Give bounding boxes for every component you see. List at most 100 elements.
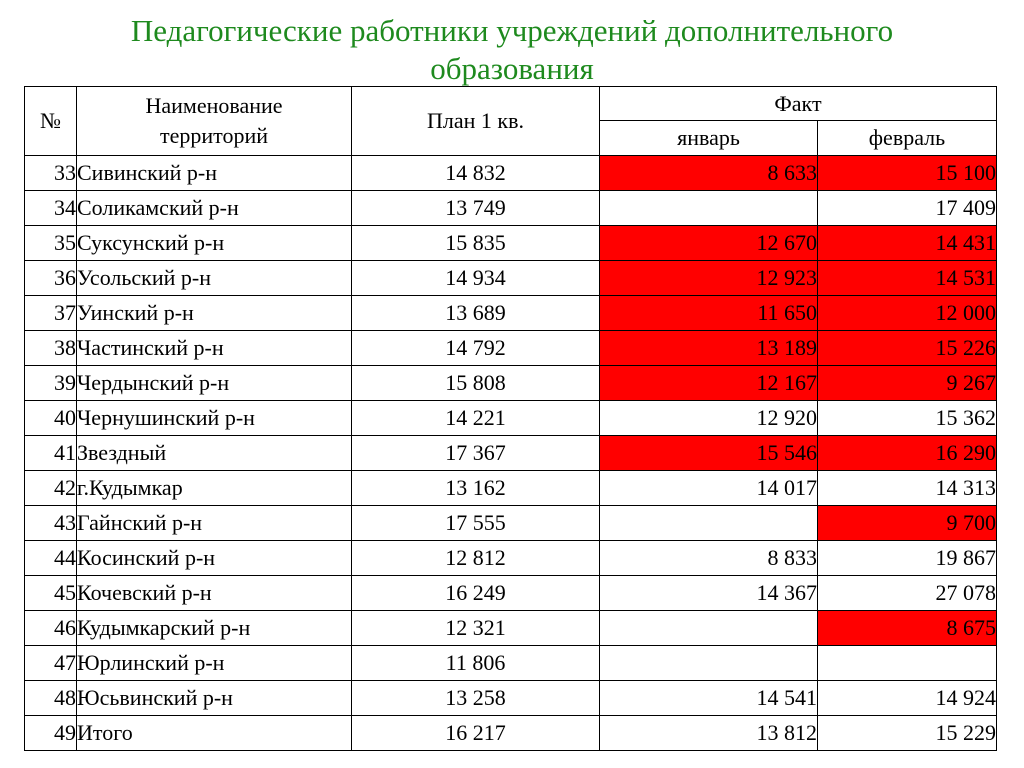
february-value: 15 226 <box>817 330 997 366</box>
row-number: 45 <box>24 575 77 611</box>
february-value: 12 000 <box>817 295 997 331</box>
january-value: 12 923 <box>599 260 818 296</box>
february-value <box>817 645 997 681</box>
february-value: 15 229 <box>817 715 997 751</box>
row-number: 46 <box>24 610 77 646</box>
title-line-2: образования <box>430 51 594 86</box>
table-row: 34 Соликамский р-н 13 749 17 409 <box>24 190 997 226</box>
table-row: 36 Усольский р-н 14 934 12 923 14 531 <box>24 260 997 296</box>
january-value: 15 546 <box>599 435 818 471</box>
plan-value: 14 832 <box>351 155 600 191</box>
table-body: 33 Сивинский р-н 14 832 8 633 15 100 34 Солика… <box>24 155 997 751</box>
table-row: 41 Звездный 17 367 15 546 16 290 <box>24 435 997 471</box>
table-row: 42 г.Кудымкар 13 162 14 017 14 313 <box>24 470 997 506</box>
plan-value: 14 792 <box>351 330 600 366</box>
territory-name: Юрлинский р-н <box>76 645 352 681</box>
header-january: январь <box>599 120 818 156</box>
january-value: 13 812 <box>599 715 818 751</box>
february-value: 15 362 <box>817 400 997 436</box>
territory-name: Усольский р-н <box>76 260 352 296</box>
row-number: 34 <box>24 190 77 226</box>
january-value <box>599 645 818 681</box>
plan-value: 16 249 <box>351 575 600 611</box>
january-value: 14 541 <box>599 680 818 716</box>
staff-table: № Наименование территорий План 1 кв. Фак… <box>24 86 997 751</box>
january-value: 11 650 <box>599 295 818 331</box>
january-value: 13 189 <box>599 330 818 366</box>
table-row: 38 Частинский р-н 14 792 13 189 15 226 <box>24 330 997 366</box>
plan-value: 13 749 <box>351 190 600 226</box>
plan-value: 13 258 <box>351 680 600 716</box>
table-row: 33 Сивинский р-н 14 832 8 633 15 100 <box>24 155 997 191</box>
february-value: 14 924 <box>817 680 997 716</box>
title-line-1: Педагогические работники учреждений допо… <box>130 13 894 48</box>
plan-value: 16 217 <box>351 715 600 751</box>
territory-name: Юсьвинский р-н <box>76 680 352 716</box>
row-number: 49 <box>24 715 77 751</box>
february-value: 14 431 <box>817 225 997 261</box>
table-row: 48 Юсьвинский р-н 13 258 14 541 14 924 <box>24 680 997 716</box>
territory-name: Косинский р-н <box>76 540 352 576</box>
territory-name: Сивинский р-н <box>76 155 352 191</box>
plan-value: 15 808 <box>351 365 600 401</box>
territory-name: Соликамский р-н <box>76 190 352 226</box>
january-value: 8 633 <box>599 155 818 191</box>
row-number: 47 <box>24 645 77 681</box>
header-plan: План 1 кв. <box>351 86 600 156</box>
plan-value: 14 934 <box>351 260 600 296</box>
header-territory-line-1: Наименование <box>145 93 283 118</box>
february-value: 17 409 <box>817 190 997 226</box>
territory-name: Кудымкарский р-н <box>76 610 352 646</box>
table-row: 40 Чернушинский р-н 14 221 12 920 15 362 <box>24 400 997 436</box>
february-value: 19 867 <box>817 540 997 576</box>
row-number: 38 <box>24 330 77 366</box>
header-subrow: январь февраль <box>25 120 997 156</box>
table-row: 37 Уинский р-н 13 689 11 650 12 000 <box>24 295 997 331</box>
february-value: 15 100 <box>817 155 997 191</box>
header-row: № Наименование территорий План 1 кв. Фак… <box>24 86 997 156</box>
table-row: 44 Косинский р-н 12 812 8 833 19 867 <box>24 540 997 576</box>
territory-name: Суксунский р-н <box>76 225 352 261</box>
january-value: 12 670 <box>599 225 818 261</box>
territory-name: Уинский р-н <box>76 295 352 331</box>
territory-name: Итого <box>76 715 352 751</box>
table-row: 39 Чердынский р-н 15 808 12 167 9 267 <box>24 365 997 401</box>
plan-value: 12 812 <box>351 540 600 576</box>
header-territory: Наименование территорий <box>76 86 352 156</box>
table-row: 47 Юрлинский р-н 11 806 <box>24 645 997 681</box>
table-row: 35 Суксунский р-н 15 835 12 670 14 431 <box>24 225 997 261</box>
territory-name: Кочевский р-н <box>76 575 352 611</box>
january-value <box>599 505 818 541</box>
plan-value: 14 221 <box>351 400 600 436</box>
plan-value: 15 835 <box>351 225 600 261</box>
row-number: 44 <box>24 540 77 576</box>
february-value: 14 313 <box>817 470 997 506</box>
row-number: 48 <box>24 680 77 716</box>
row-number: 41 <box>24 435 77 471</box>
row-number: 39 <box>24 365 77 401</box>
territory-name: Чердынский р-н <box>76 365 352 401</box>
february-value: 8 675 <box>817 610 997 646</box>
plan-value: 13 162 <box>351 470 600 506</box>
january-value: 14 367 <box>599 575 818 611</box>
row-number: 37 <box>24 295 77 331</box>
february-value: 14 531 <box>817 260 997 296</box>
territory-name: Частинский р-н <box>76 330 352 366</box>
header-fact: Факт <box>599 86 997 121</box>
january-value: 12 920 <box>599 400 818 436</box>
row-number: 33 <box>24 155 77 191</box>
january-value: 8 833 <box>599 540 818 576</box>
table-row: 46 Кудымкарский р-н 12 321 8 675 <box>24 610 997 646</box>
territory-name: Звездный <box>76 435 352 471</box>
table-row: 43 Гайнский р-н 17 555 9 700 <box>24 505 997 541</box>
january-value: 12 167 <box>599 365 818 401</box>
january-value: 14 017 <box>599 470 818 506</box>
page-title: Педагогические работники учреждений допо… <box>0 12 1024 88</box>
row-number: 35 <box>24 225 77 261</box>
february-value: 9 700 <box>817 505 997 541</box>
row-number: 42 <box>24 470 77 506</box>
header-february: февраль <box>817 120 997 156</box>
plan-value: 17 367 <box>351 435 600 471</box>
january-value <box>599 190 818 226</box>
row-number: 43 <box>24 505 77 541</box>
